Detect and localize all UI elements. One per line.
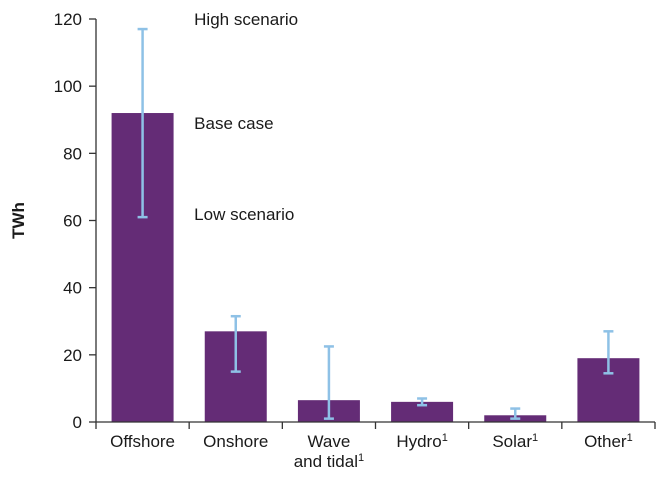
y-tick-label: 20	[63, 346, 82, 365]
bar	[391, 401, 454, 422]
x-tick-label: Onshore	[203, 432, 268, 451]
y-tick-label: 60	[63, 212, 82, 231]
x-axis: Offshore Onshore Wave and tidal1 Hydro1 Solar…	[95, 421, 656, 471]
x-tick-label: Wave and tidal1	[294, 432, 364, 471]
x-tick-label: Offshore	[110, 432, 175, 451]
y-tick-label: 40	[63, 279, 82, 298]
y-tick-label: 100	[54, 77, 82, 96]
y-tick-label: 80	[63, 144, 82, 163]
y-tick-label: 120	[54, 10, 82, 29]
annotation-base: Base case	[194, 114, 273, 133]
x-tick-label: Hydro1	[396, 432, 447, 451]
y-axis-label: TWh	[9, 202, 28, 239]
bars	[111, 113, 640, 423]
x-tick-label: Solar1	[492, 432, 538, 451]
x-tick-label: Other1	[584, 432, 633, 451]
annotation-low: Low scenario	[194, 205, 294, 224]
annotations: High scenario Base case Low scenario	[194, 10, 298, 224]
error-bars	[137, 27, 614, 420]
y-axis: 0 20 40 60 80 100 120	[54, 10, 97, 432]
annotation-high: High scenario	[194, 10, 298, 29]
y-tick-label: 0	[73, 413, 82, 432]
